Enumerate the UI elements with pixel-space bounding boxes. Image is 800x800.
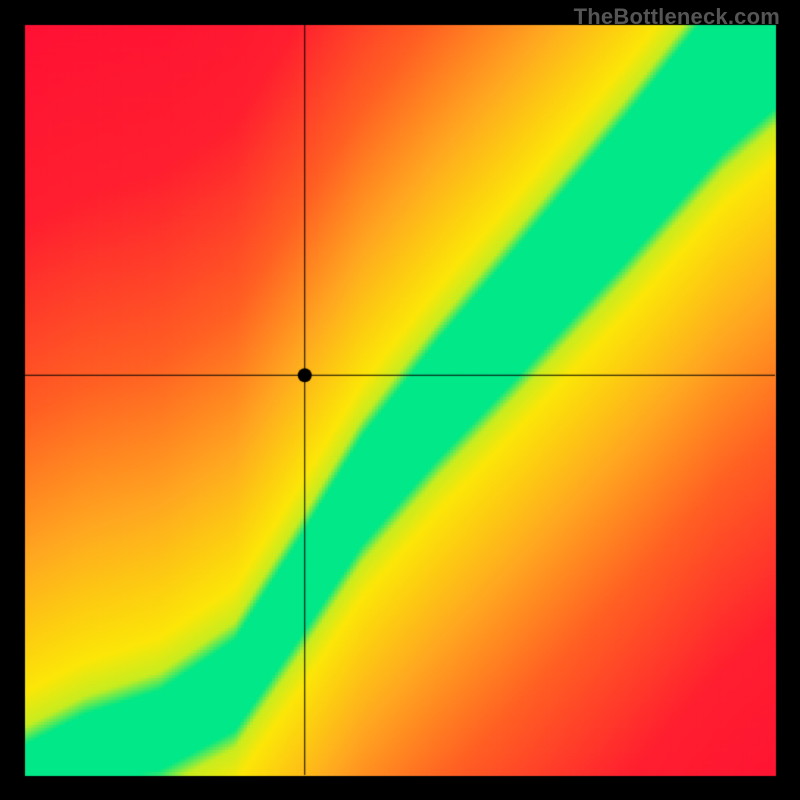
chart-container: TheBottleneck.com	[0, 0, 800, 800]
watermark-text: TheBottleneck.com	[574, 4, 780, 30]
bottleneck-heatmap	[0, 0, 800, 800]
